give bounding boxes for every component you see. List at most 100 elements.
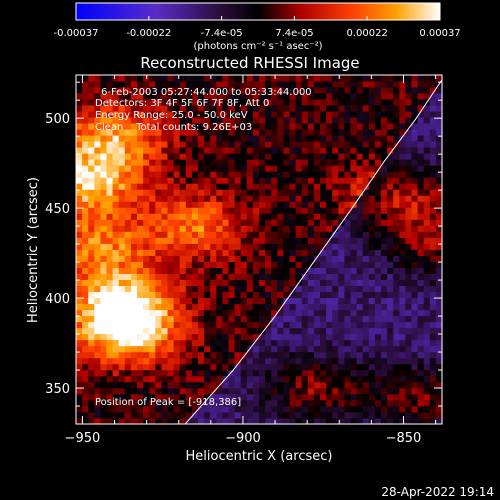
heatmap-cell	[112, 171, 120, 178]
heatmap-cell	[313, 249, 321, 256]
heatmap-cell	[374, 105, 382, 112]
heatmap-cell	[185, 249, 193, 256]
heatmap-cell	[417, 249, 425, 256]
heatmap-cell	[88, 339, 95, 347]
heatmap-cell	[289, 87, 296, 94]
heatmap-cell	[118, 105, 126, 112]
heatmap-cell	[381, 201, 388, 208]
heatmap-cell	[362, 231, 370, 238]
heatmap-cell	[411, 381, 418, 389]
heatmap-cell	[155, 135, 162, 142]
heatmap-cell	[283, 315, 290, 323]
heatmap-cell	[295, 303, 303, 311]
heatmap-cell	[179, 153, 187, 160]
heatmap-cell	[94, 381, 101, 389]
heatmap-cell	[362, 261, 370, 268]
heatmap-cell	[76, 369, 83, 377]
heatmap-cell	[143, 267, 150, 274]
heatmap-cell	[88, 141, 95, 148]
heatmap-cell	[167, 303, 174, 311]
heatmap-cell	[368, 159, 376, 166]
heatmap-cell	[106, 207, 113, 214]
heatmap-cell	[344, 381, 351, 389]
heatmap-cell	[320, 309, 327, 317]
heatmap-cell	[429, 375, 437, 383]
heatmap-cell	[338, 345, 345, 353]
heatmap-cell	[143, 399, 150, 407]
heatmap-cell	[399, 207, 406, 214]
heatmap-cell	[429, 309, 437, 317]
heatmap-cell	[277, 357, 284, 365]
heatmap-cell	[222, 81, 229, 88]
heatmap-cell	[252, 399, 260, 407]
heatmap-cell	[326, 153, 333, 160]
heatmap-cell	[368, 381, 376, 389]
heatmap-cell	[277, 261, 284, 268]
heatmap-cell	[118, 333, 126, 341]
heatmap-cell	[216, 195, 223, 202]
heatmap-cell	[326, 201, 333, 208]
heatmap-cell	[265, 285, 272, 293]
heatmap-cell	[399, 279, 406, 287]
heatmap-cell	[307, 153, 315, 160]
heatmap-cell	[271, 153, 278, 160]
heatmap-cell	[307, 207, 315, 214]
heatmap-cell	[265, 105, 272, 112]
heatmap-cell	[216, 405, 223, 413]
heatmap-cell	[82, 195, 89, 202]
heatmap-cell	[301, 291, 309, 299]
heatmap-cell	[289, 273, 296, 280]
heatmap-cell	[198, 357, 205, 365]
heatmap-cell	[435, 123, 442, 130]
heatmap-cell	[350, 243, 357, 250]
heatmap-cell	[368, 399, 376, 407]
heatmap-cell	[344, 147, 351, 154]
heatmap-cell	[344, 99, 351, 106]
heatmap-cell	[417, 201, 425, 208]
heatmap-cell	[417, 399, 425, 407]
heatmap-cell	[118, 123, 126, 130]
heatmap-cell	[137, 273, 144, 280]
heatmap-cell	[246, 321, 254, 329]
heatmap-cell	[350, 231, 357, 238]
heatmap-cell	[301, 279, 309, 287]
heatmap-cell	[179, 105, 187, 112]
heatmap-cell	[76, 303, 83, 311]
heatmap-cell	[198, 129, 205, 136]
heatmap-cell	[191, 177, 199, 184]
heatmap-cell	[118, 237, 126, 244]
heatmap-cell	[191, 141, 199, 148]
heatmap-cell	[265, 189, 272, 196]
heatmap-cell	[435, 129, 442, 136]
heatmap-cell	[228, 267, 235, 274]
heatmap-cell	[137, 387, 144, 395]
heatmap-cell	[350, 333, 357, 341]
heatmap-cell	[88, 159, 95, 166]
heatmap-cell	[344, 273, 351, 280]
heatmap-cell	[350, 183, 357, 190]
heatmap-cell	[76, 81, 83, 88]
heatmap-cell	[301, 249, 309, 256]
heatmap-cell	[130, 315, 138, 323]
heatmap-cell	[252, 393, 260, 401]
heatmap-cell	[179, 393, 187, 401]
heatmap-cell	[216, 219, 223, 226]
heatmap-cell	[112, 75, 120, 82]
heatmap-cell	[338, 129, 345, 136]
heatmap-cell	[271, 399, 278, 407]
heatmap-cell	[112, 243, 120, 250]
heatmap-cell	[124, 309, 132, 317]
heatmap-cell	[222, 297, 229, 305]
heatmap-cell	[106, 309, 113, 317]
heatmap-cell	[228, 123, 235, 130]
heatmap-cell	[374, 183, 382, 190]
heatmap-cell	[88, 417, 95, 424]
heatmap-cell	[100, 363, 107, 371]
heatmap-cell	[381, 309, 388, 317]
heatmap-cell	[155, 201, 162, 208]
heatmap-cell	[350, 369, 357, 377]
heatmap-cell	[338, 195, 345, 202]
heatmap-cell	[240, 111, 248, 118]
heatmap-cell	[265, 75, 272, 82]
heatmap-cell	[143, 333, 150, 341]
